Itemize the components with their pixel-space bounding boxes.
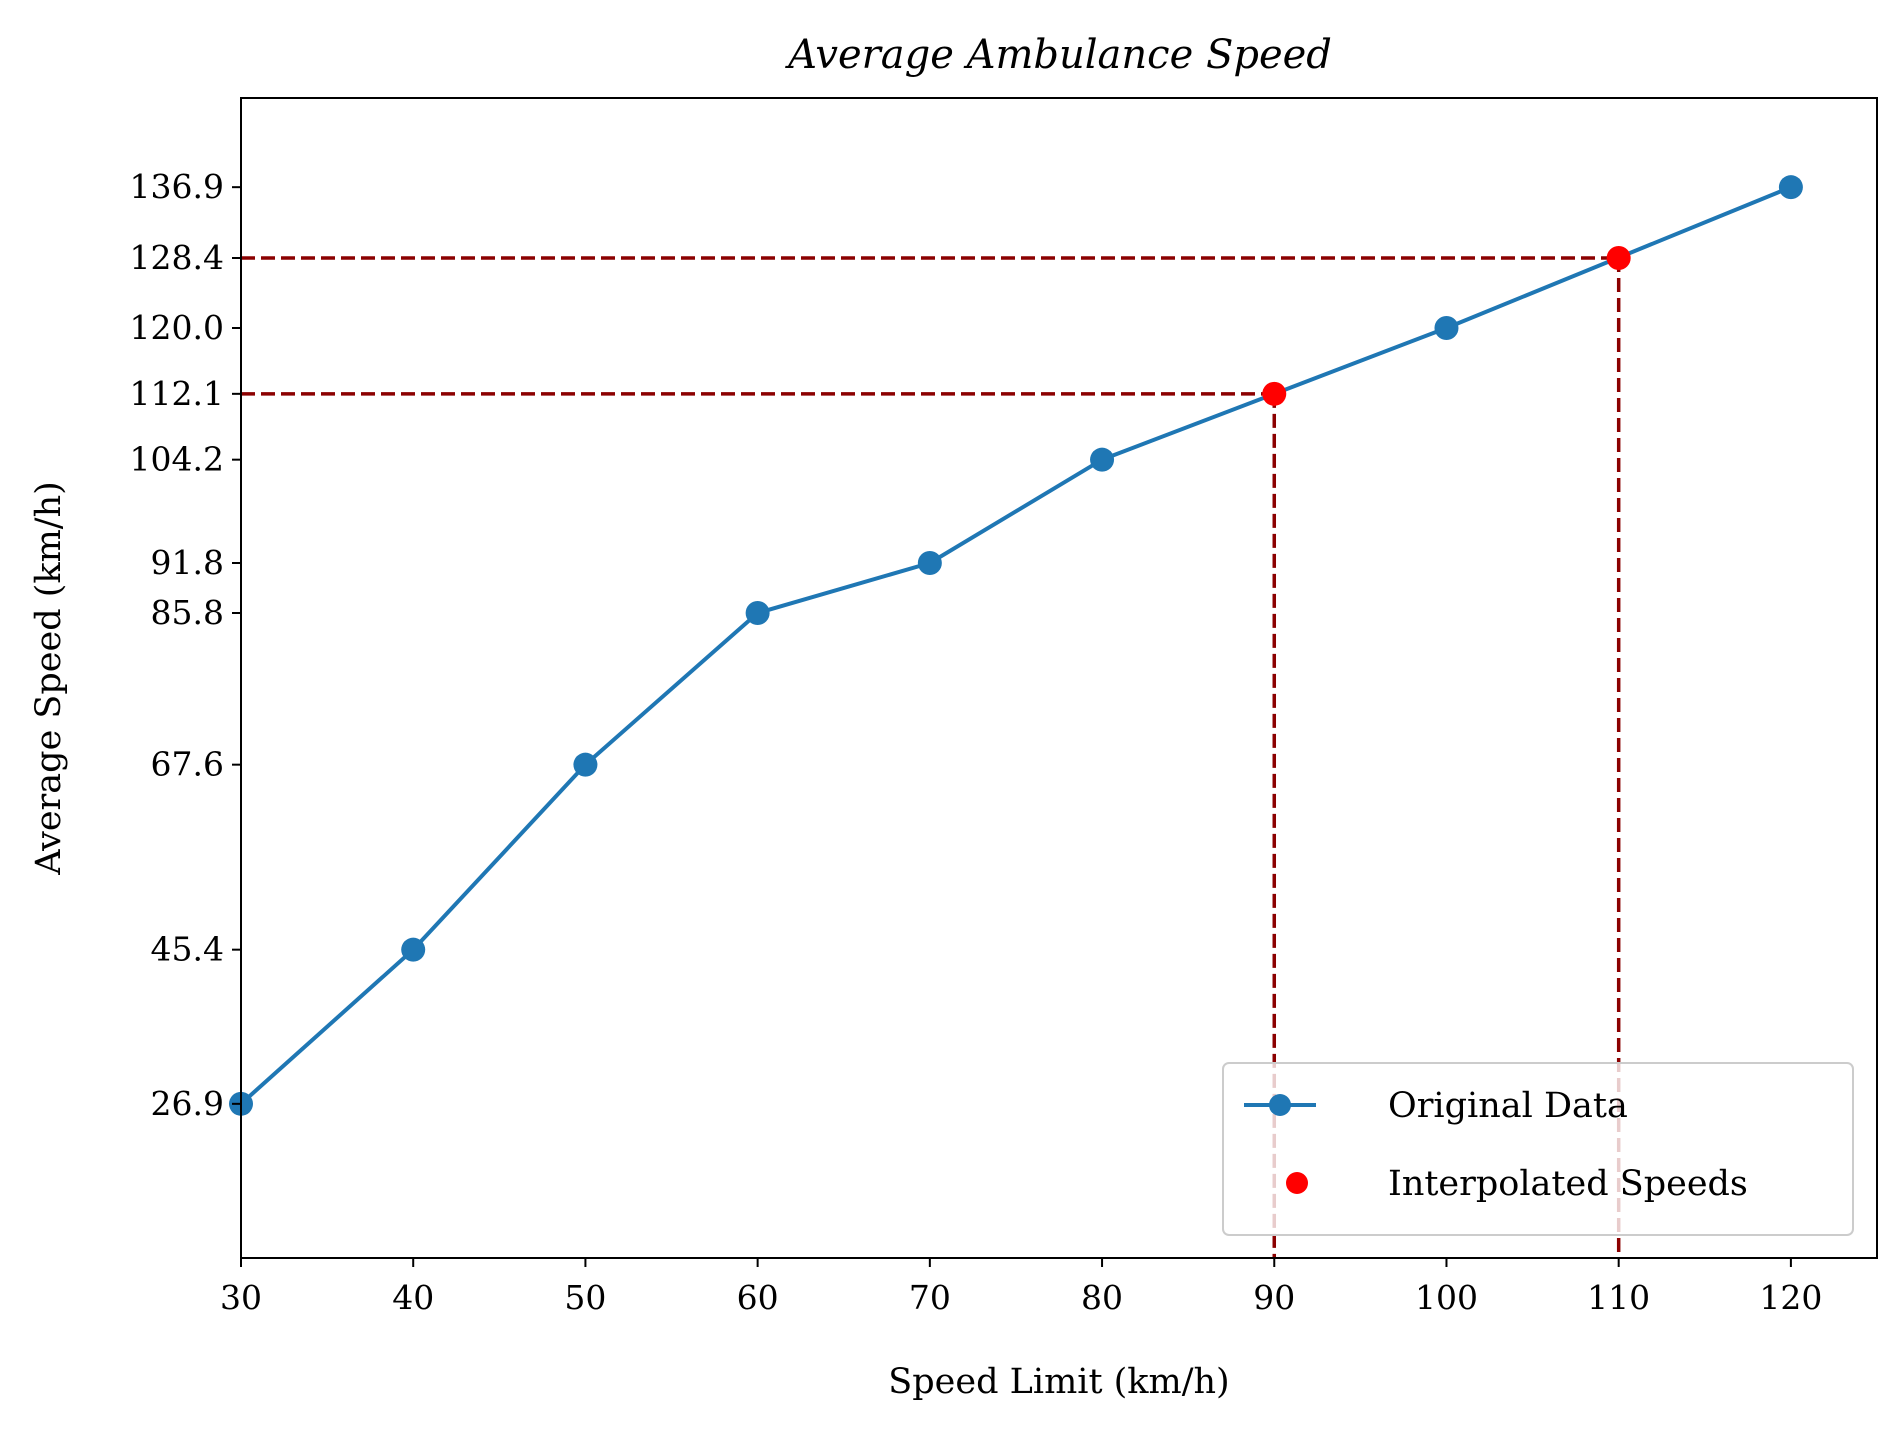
data-point-series-0-6: [1434, 316, 1459, 340]
x-tick-label-8: 110: [1587, 1278, 1650, 1317]
y-tick-label-2: 67.6: [151, 745, 224, 784]
data-point-series-0-2: [573, 752, 598, 777]
x-tick-label-1: 40: [392, 1278, 434, 1317]
series-lines: [239, 185, 1792, 1106]
x-tick-label-7: 100: [1415, 1278, 1478, 1317]
y-tick-label-4: 91.8: [151, 543, 224, 582]
legend: Original Data Interpolated Speeds: [1222, 1062, 1854, 1236]
y-tick-label-7: 120.0: [130, 308, 224, 347]
y-tick-label-6: 112.1: [130, 374, 224, 413]
data-point-series-0-7: [1778, 175, 1803, 200]
x-tick-label-9: 120: [1759, 1278, 1822, 1317]
series-line-0: [239, 185, 1792, 1106]
y-tick-label-0: 26.9: [151, 1084, 224, 1123]
data-point-series-0-3: [745, 601, 770, 625]
legend-box: [1222, 1062, 1854, 1236]
x-tick-label-6: 90: [1253, 1278, 1295, 1317]
y-tick-label-3: 85.8: [151, 593, 224, 632]
y-axis-label: Average Speed (km/h): [29, 481, 69, 876]
legend-label-original: Original Data: [1388, 1086, 1628, 1126]
data-point-series-1-0: [1262, 381, 1287, 406]
series-points: [229, 175, 1803, 1116]
x-tick-label-4: 70: [909, 1278, 951, 1317]
data-point-series-1-1: [1606, 246, 1631, 270]
x-axis-label: Speed Limit (km/h): [888, 1362, 1229, 1402]
data-point-series-0-5: [1090, 447, 1115, 472]
legend-marker-original: [1269, 1094, 1291, 1116]
data-point-series-0-4: [917, 551, 942, 575]
x-tick-label-5: 80: [1081, 1278, 1123, 1317]
x-tick-label-2: 50: [564, 1278, 606, 1317]
y-tick-label-5: 104.2: [130, 440, 224, 479]
y-axis-ticks: 26.9 45.4 67.6 85.8 91.8 104.2 112.1 120.0 128.4…: [130, 167, 241, 1123]
chart-title: Average Ambulance Speed: [784, 32, 1332, 78]
data-point-series-0-1: [401, 937, 426, 962]
y-tick-label-8: 128.4: [130, 238, 224, 277]
x-tick-label-3: 60: [737, 1278, 779, 1317]
plot-frame: [240, 97, 1878, 1259]
legend-marker-interpolated: [1286, 1172, 1308, 1194]
legend-label-interpolated: Interpolated Speeds: [1388, 1164, 1748, 1204]
x-axis-ticks: 30 40 50 60 70 80 90 100 110 120: [220, 1258, 1822, 1317]
x-tick-label-0: 30: [220, 1278, 262, 1317]
y-tick-label-1: 45.4: [151, 930, 224, 969]
y-tick-label-9: 136.9: [130, 167, 224, 206]
